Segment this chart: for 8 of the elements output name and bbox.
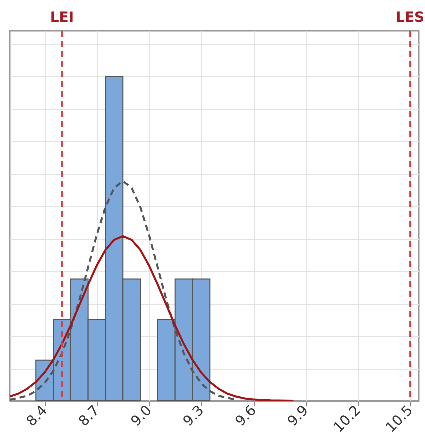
x-tick-label: 8.7 — [76, 402, 104, 430]
x-tick-label: 9.0 — [128, 402, 156, 430]
ref-line-label: LES — [396, 10, 425, 26]
x-tick-label: 9.6 — [232, 402, 260, 430]
ref-line-label: LEI — [50, 10, 74, 26]
x-tick-label: 9.9 — [284, 402, 312, 430]
x-tick-label: 8.4 — [24, 402, 52, 430]
x-tick-label: 9.3 — [180, 402, 208, 430]
